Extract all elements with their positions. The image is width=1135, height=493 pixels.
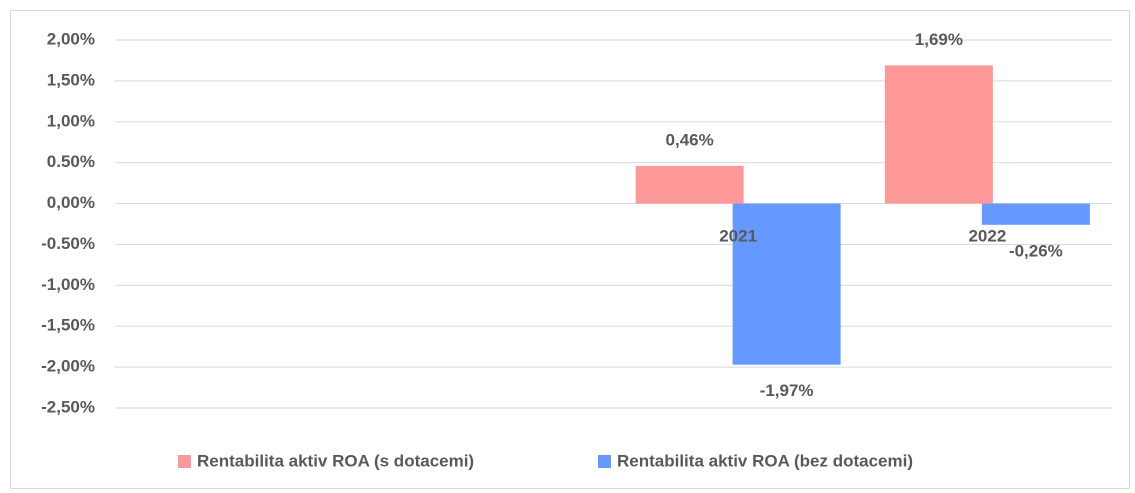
y-tick-label: -2,00% [41, 357, 95, 376]
y-tick-label: 2,00% [47, 29, 95, 48]
y-tick-label: -1,00% [41, 275, 95, 294]
data-label: -0,26% [1009, 241, 1063, 260]
data-label: -1,97% [760, 381, 814, 400]
x-tick-label: 2021 [719, 226, 757, 245]
y-tick-label: 0,00% [47, 193, 95, 212]
y-tick-label: -0.50% [41, 234, 95, 253]
y-tick-label: 0.50% [47, 152, 95, 171]
legend-label: Rentabilita aktiv ROA (bez dotacemi) [617, 451, 913, 470]
y-tick-label: -2,50% [41, 397, 95, 416]
bar [981, 203, 1090, 225]
legend-swatch [598, 455, 611, 468]
bar [635, 165, 744, 204]
y-tick-label: -1,50% [41, 316, 95, 335]
data-label: 1,69% [915, 30, 963, 49]
y-tick-label: 1,50% [47, 70, 95, 89]
x-tick-label: 2022 [968, 226, 1006, 245]
bar [732, 203, 841, 365]
legend-swatch [178, 455, 191, 468]
y-tick-label: 1,00% [47, 111, 95, 130]
bar [884, 65, 993, 204]
data-label: 0,46% [666, 130, 714, 149]
legend-label: Rentabilita aktiv ROA (s dotacemi) [197, 451, 474, 470]
